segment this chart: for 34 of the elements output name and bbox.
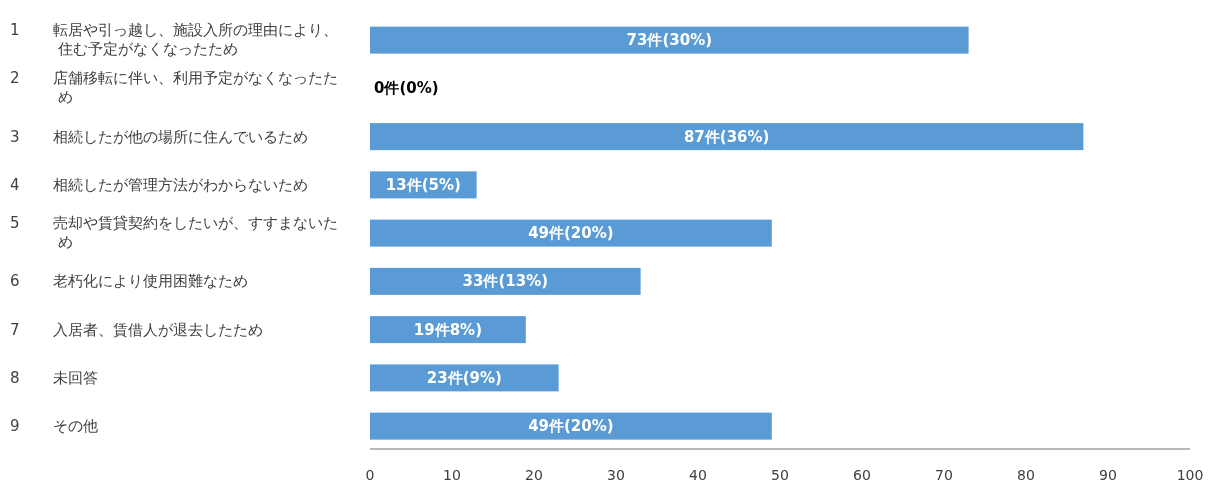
y-tick-label: 8 未回答 — [10, 368, 99, 388]
bar — [370, 26, 969, 54]
y-tick-label: 1 転居や引っ越し、施設入所の理由により、住む予定がなくなったため — [10, 21, 339, 60]
data-label: 13件(5%) — [385, 175, 461, 194]
x-tick-label: 20 — [525, 467, 543, 483]
x-tick-label: 30 — [607, 467, 625, 483]
x-tick-label: 70 — [935, 467, 953, 483]
x-tick-label: 40 — [689, 467, 707, 483]
data-label: 49件(20%) — [528, 417, 614, 436]
data-label: 23件(9%) — [426, 368, 502, 387]
x-tick-label: 0 — [365, 467, 375, 483]
y-tick-label: 7 入居者、賃借人が退去したため — [10, 320, 264, 340]
y-tick-label: 6 老朽化により使用困難なため — [10, 271, 249, 291]
data-label: 49件(20%) — [528, 224, 614, 243]
x-tick-label: 60 — [853, 467, 871, 483]
y-tick-label: 3 相続したが他の場所に住んでいるため — [10, 127, 309, 147]
bar — [370, 219, 772, 247]
data-label: 19件8%) — [413, 320, 482, 339]
data-label: 0件(0%) — [374, 79, 439, 98]
y-tick-label: 9 その他 — [10, 416, 99, 436]
bar — [370, 267, 641, 295]
x-tick-label: 10 — [443, 467, 461, 483]
data-label: 87件(36%) — [683, 127, 770, 146]
x-tick-label: 100 — [1176, 467, 1204, 483]
data-label: 33件(13%) — [462, 272, 549, 291]
data-label: 73件(30%) — [626, 31, 713, 50]
x-tick-label: 80 — [1017, 467, 1035, 483]
y-tick-label: 4 相続したが管理方法がわからないため — [10, 175, 309, 195]
y-tick-label: 5 売却や賃貸契約をしたいが、すすまないため — [10, 214, 339, 253]
bar — [370, 412, 772, 440]
x-tick-label: 90 — [1099, 467, 1117, 483]
y-tick-label: 2 店舗移転に伴い、利用予定がなくなったため — [10, 69, 339, 108]
x-tick-label: 50 — [771, 467, 789, 483]
bar — [370, 123, 1084, 151]
